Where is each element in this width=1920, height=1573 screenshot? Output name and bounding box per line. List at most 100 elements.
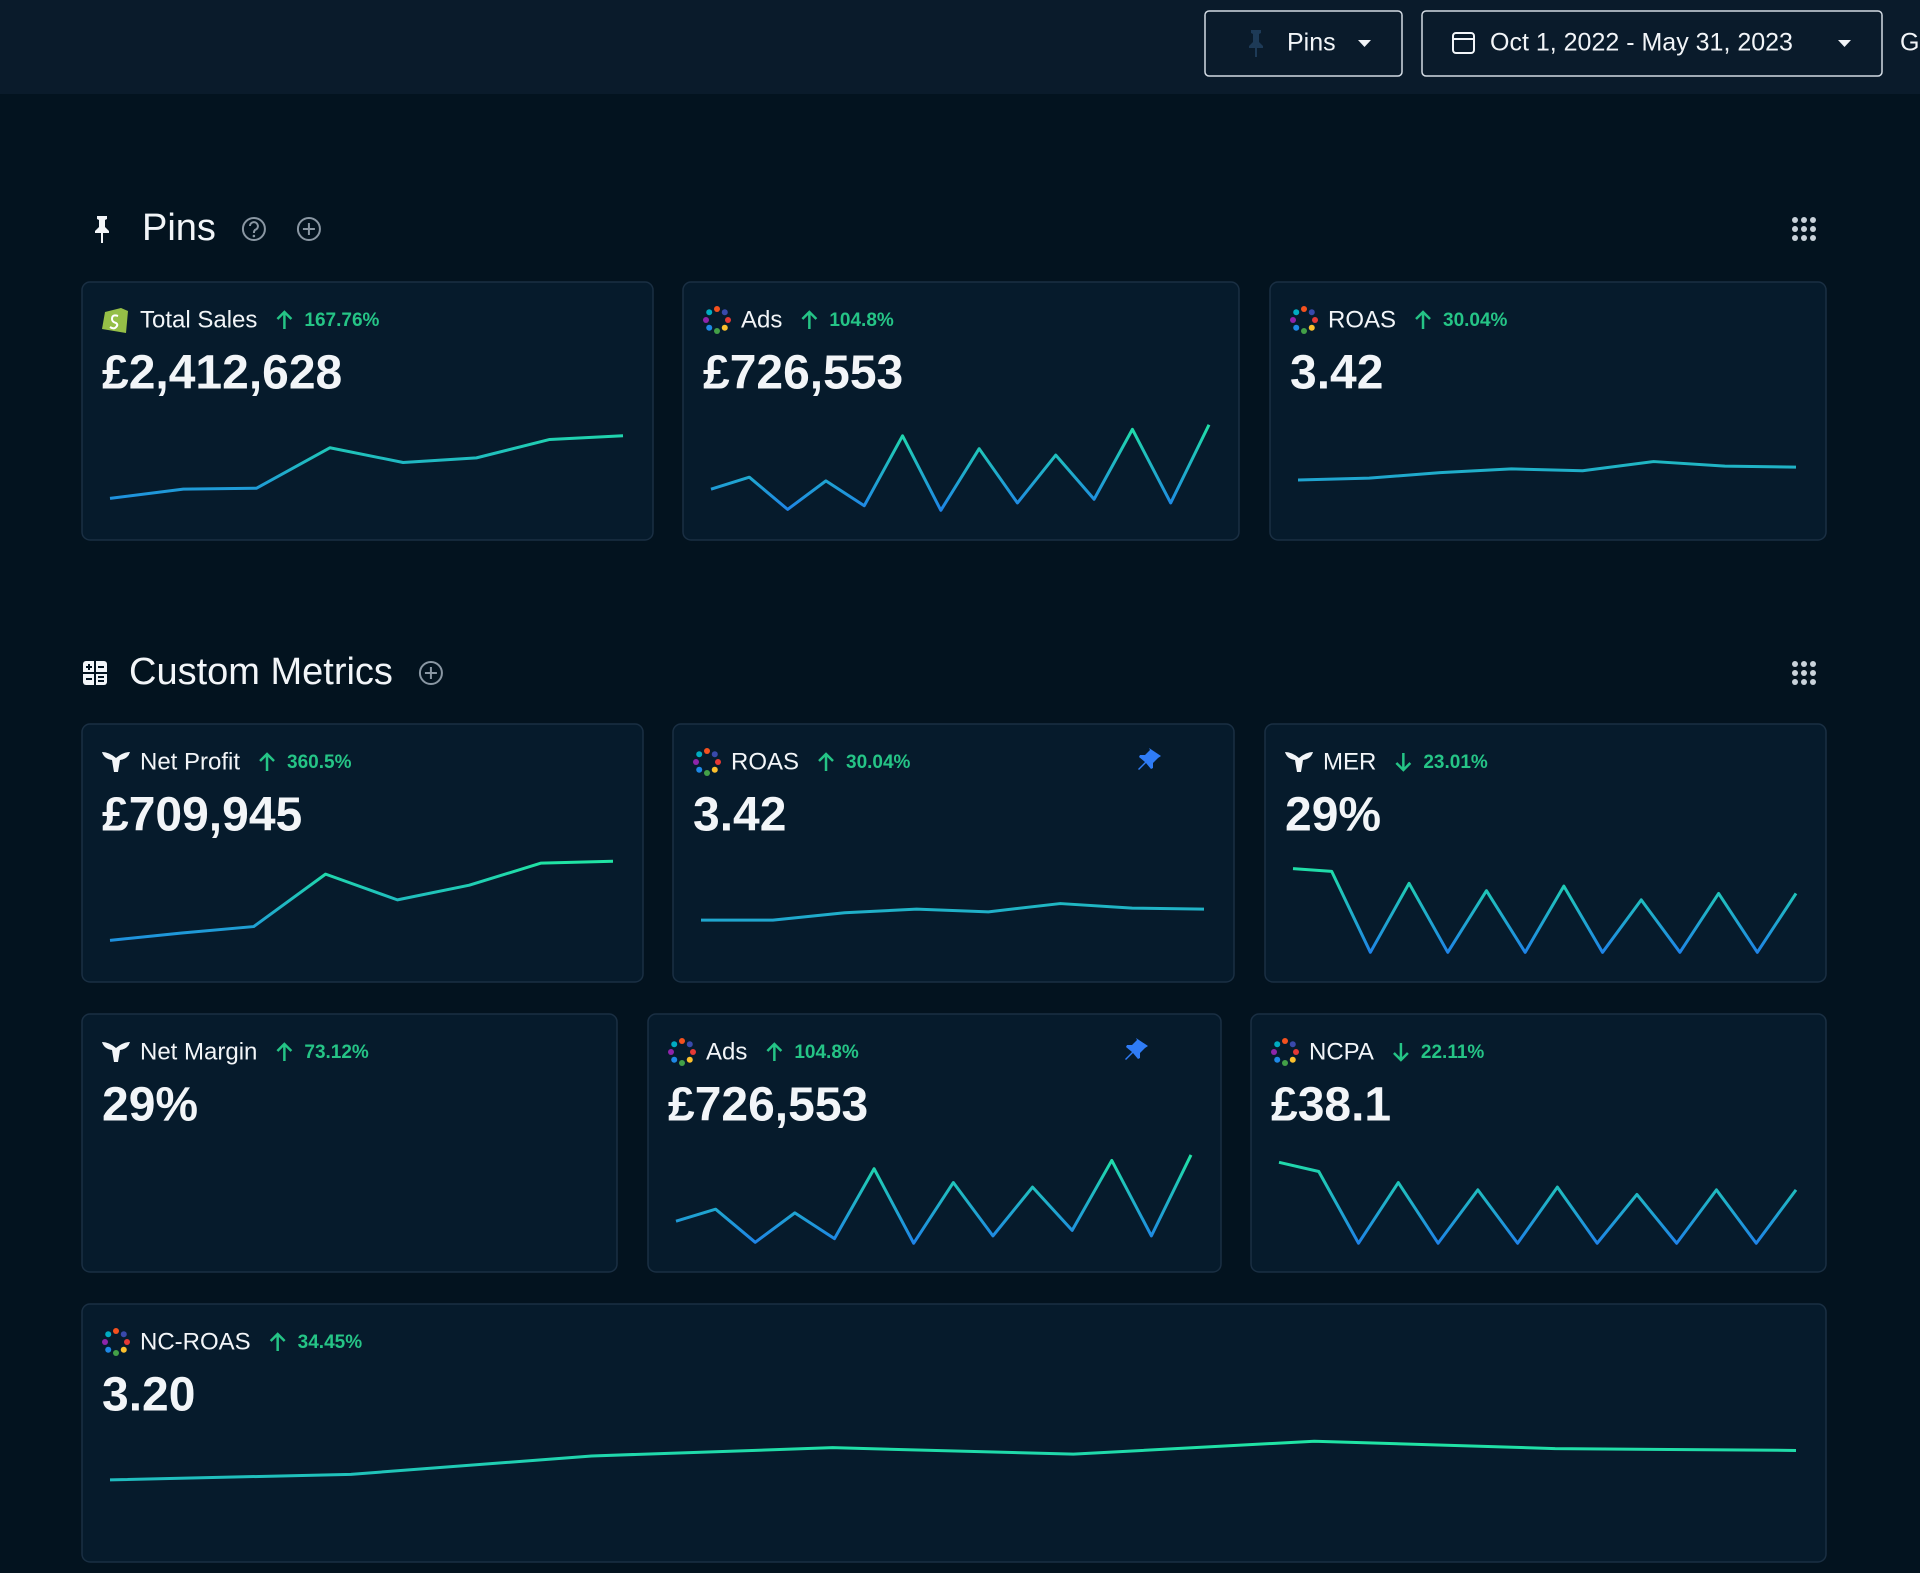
- grid-dot: [1810, 670, 1816, 676]
- grid-dot: [1810, 679, 1816, 685]
- metric-name: Total Sales: [140, 306, 257, 333]
- metric-card: [682, 281, 1240, 541]
- change-arrow: [1393, 1043, 1409, 1062]
- caret: [1838, 40, 1851, 47]
- add-icon[interactable]: [296, 217, 321, 241]
- change-arrow: [276, 310, 293, 329]
- grid-dot: [1810, 661, 1816, 667]
- logo-dot: [668, 1049, 674, 1055]
- sparkline: [1278, 1160, 1798, 1245]
- caret: [1358, 40, 1371, 47]
- pins-button[interactable]: Pins: [1204, 10, 1403, 77]
- metric-change: 22.11%: [1421, 1042, 1484, 1063]
- metric-value: £726,553: [668, 1079, 868, 1132]
- grid-dot: [1801, 235, 1807, 241]
- date-button[interactable]: Oct 1, 2022 - May 31, 2023: [1421, 10, 1883, 77]
- tail-icon: [102, 752, 130, 772]
- grid-dot: [1792, 670, 1798, 676]
- logo-dot: [679, 1038, 685, 1044]
- logo-dot: [1274, 1041, 1281, 1048]
- logo-dot: [124, 1339, 130, 1345]
- logo-dot: [113, 1350, 119, 1356]
- change-arrow: [276, 1042, 293, 1061]
- logo-dot: [714, 328, 720, 334]
- metric-card: [1250, 1013, 1827, 1273]
- logo-dot: [1282, 1060, 1288, 1066]
- grid-dot: [1792, 226, 1798, 232]
- grid-dot: [1801, 679, 1807, 685]
- logo-dot: [706, 309, 713, 316]
- logo-dot: [671, 1041, 678, 1048]
- sparkline: [675, 1154, 1193, 1245]
- logo-dot: [1274, 1056, 1281, 1063]
- metric-card: [647, 1013, 1222, 1273]
- metric-name: Ads: [706, 1038, 747, 1065]
- metric-name: Net Margin: [140, 1038, 257, 1065]
- logo-dot: [120, 1346, 127, 1353]
- button-label[interactable]: Oct 1, 2022 - May 31, 2023: [1490, 29, 1793, 57]
- metric-card: [81, 281, 654, 541]
- logo-dot: [715, 759, 721, 765]
- grid-dot: [1801, 226, 1807, 232]
- add-icon[interactable]: [418, 661, 443, 685]
- logo-dot: [1308, 324, 1315, 331]
- metric-name: NCPA: [1309, 1038, 1374, 1065]
- metric-value: 29%: [1285, 789, 1381, 842]
- help-icon-glyph: [248, 221, 259, 234]
- button-label[interactable]: Pins: [1287, 29, 1336, 57]
- pinned-icon: [1138, 748, 1161, 770]
- metric-value: 3.20: [102, 1369, 195, 1422]
- button-frame[interactable]: [1204, 10, 1403, 77]
- metric-change: 34.45%: [298, 1332, 363, 1353]
- logo-dot: [1308, 309, 1315, 316]
- logo-dot: [711, 766, 718, 773]
- logo-dot: [686, 1041, 693, 1048]
- logo-dot: [693, 759, 699, 765]
- metric-change: 30.04%: [1443, 310, 1508, 331]
- metric-value: £2,412,628: [102, 347, 342, 400]
- metric-change: 73.12%: [304, 1042, 369, 1063]
- button-frame[interactable]: [1421, 10, 1883, 77]
- change-arrow: [801, 310, 818, 329]
- help-icon[interactable]: [241, 217, 266, 241]
- sparkline: [1297, 460, 1797, 482]
- shopify-icon: [102, 308, 128, 333]
- grid-dot: [1801, 670, 1807, 676]
- add-icon-ring: [296, 217, 321, 241]
- logo-dot: [671, 1056, 678, 1063]
- grid-dot: [1810, 226, 1816, 232]
- metric-change: 360.5%: [287, 752, 352, 773]
- metric-name: Ads: [741, 306, 782, 333]
- logo-dot: [1301, 306, 1307, 312]
- logo-dot: [714, 306, 720, 312]
- grid-dot: [1792, 217, 1798, 223]
- logo-dot: [711, 751, 718, 758]
- logo-dot: [703, 317, 709, 323]
- section-icon: [95, 216, 109, 243]
- logo-dot: [706, 324, 713, 331]
- metric-change: 23.01%: [1423, 752, 1488, 773]
- grid-dot: [1792, 235, 1798, 241]
- logo-dot: [686, 1056, 693, 1063]
- help-icon-ring: [241, 217, 266, 241]
- metric-value: £726,553: [703, 347, 903, 400]
- pinned-icon: [1125, 1038, 1148, 1060]
- logo-dot: [690, 1049, 696, 1055]
- tail-icon: [102, 1042, 130, 1062]
- logo-dot: [704, 748, 710, 754]
- logo-dot: [721, 324, 728, 331]
- grid-dot: [1792, 661, 1798, 667]
- shopify-icon-s: [109, 314, 119, 330]
- logo-dot: [696, 751, 703, 758]
- logo-dot: [1293, 1049, 1299, 1055]
- metric-change: 167.76%: [304, 310, 379, 331]
- metric-name: MER: [1323, 748, 1376, 775]
- help-icon-dot: [252, 234, 256, 238]
- logo-dot: [1282, 1038, 1288, 1044]
- add-icon-ring: [418, 661, 443, 685]
- metric-name: NC-ROAS: [140, 1328, 251, 1355]
- metric-change: 104.8%: [829, 310, 894, 331]
- change-arrow: [818, 752, 834, 771]
- grid-dot: [1810, 235, 1816, 241]
